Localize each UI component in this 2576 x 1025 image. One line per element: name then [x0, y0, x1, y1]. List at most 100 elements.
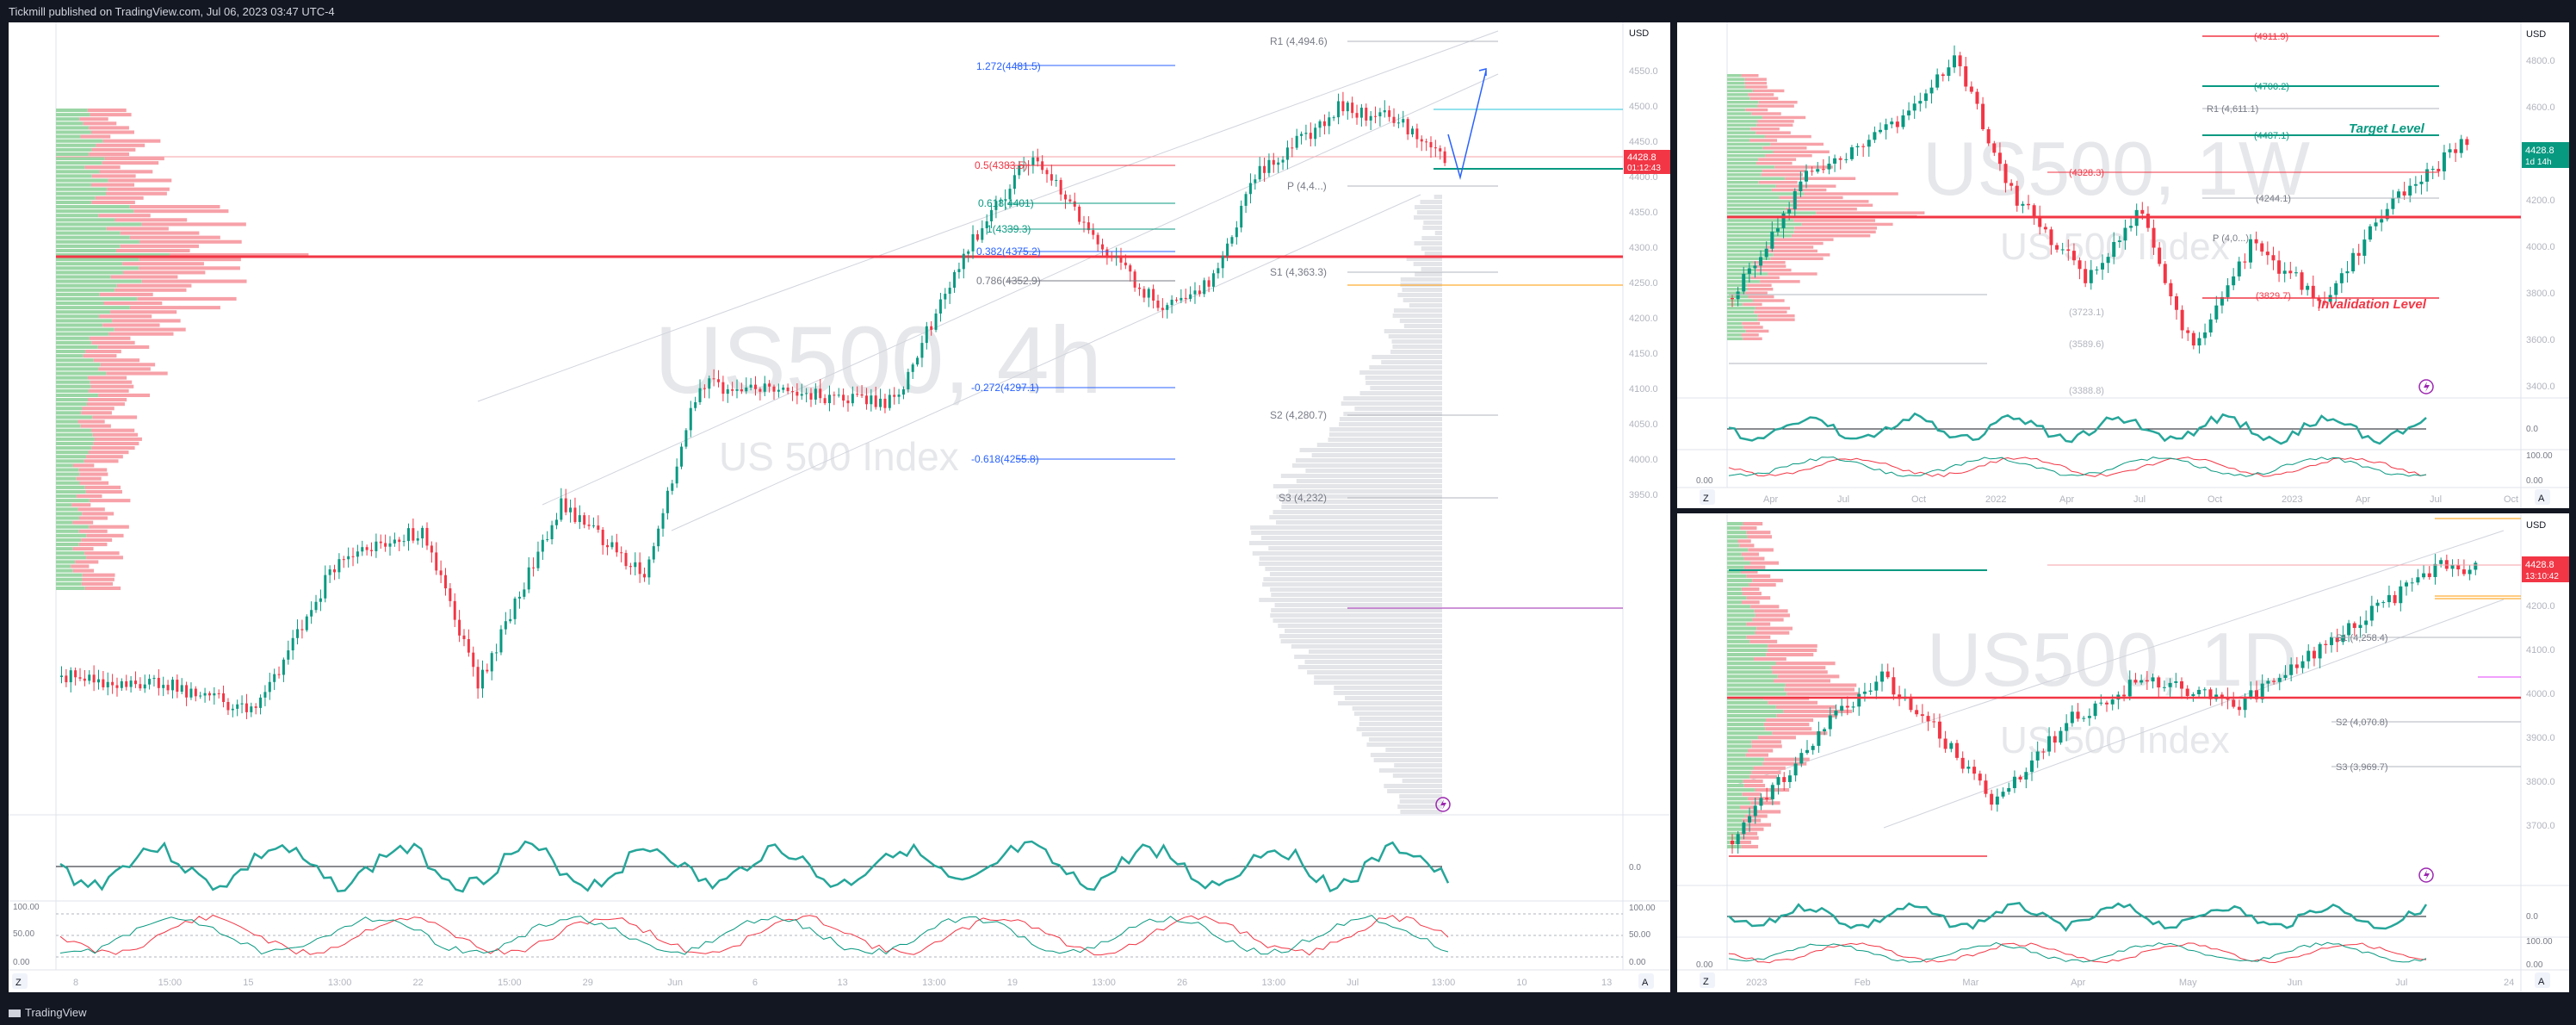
vp-bar-buy [1727, 253, 1774, 257]
vp-bar-sell [71, 503, 91, 507]
daily-pivot-s1: S1 (4,258.4) [2336, 633, 2388, 643]
vp-bar-sell [1743, 302, 1762, 307]
vp-bar-gray [1288, 489, 1442, 494]
candle-body [2099, 702, 2103, 704]
candle-body [2318, 643, 2322, 659]
daily-chart-panel[interactable]: US500, 1D US 500 Index S1 (4,258.4) S2 (… [1677, 513, 2569, 992]
vp-bar-gray [1307, 670, 1442, 674]
vp-bar-sell [1741, 587, 1760, 592]
weekly-zoom-button[interactable]: Z [1700, 489, 1715, 505]
vp-bar-buy [56, 455, 87, 459]
fib-label-0786: 0.786(4352.9) [976, 275, 1041, 287]
vp-bar-buy [1727, 177, 1786, 180]
candle-body [796, 391, 799, 396]
price-tick: 4800.0 [2526, 56, 2555, 66]
candle-body [2101, 263, 2104, 270]
vp-bar-gray [1393, 308, 1442, 313]
vp-bar-gray [1394, 763, 1442, 767]
candle-body [1346, 102, 1349, 112]
weekly-osc1-axis: 0.0 [2526, 425, 2538, 434]
weekly-auto-button[interactable]: A [2535, 489, 2550, 505]
vp-bar-buy [56, 288, 115, 292]
vp-bar-buy [56, 121, 84, 126]
candle-body [472, 652, 475, 668]
time-tick: Jul [1347, 978, 1359, 988]
vp-bar-gray [1387, 789, 1442, 793]
candle-body [2093, 703, 2097, 717]
candle-body [2294, 664, 2299, 668]
vp-bar-gray [1415, 205, 1442, 209]
candle-body [1799, 753, 1804, 764]
time-tick: 13:00 [1262, 978, 1286, 988]
main-time-axis[interactable]: 8 15:00 15 13:00 22 15:00 29 Jun 6 13 13:00 19 13:00… [73, 978, 1612, 988]
daily-time-axis[interactable]: 2023 Feb Mar Apr May Jun Jul 24 [1746, 978, 2514, 988]
candle-body [1439, 148, 1442, 152]
main-price-axis[interactable]: 4550.0 4500.0 4450.0 4400.0 4350.0 4300.0 4250… [1629, 66, 1658, 500]
vp-bar-sell [1746, 823, 1772, 827]
vp-bar-buy [1727, 561, 1751, 565]
candle-body [2175, 296, 2178, 310]
vp-bar-sell [82, 512, 115, 516]
main-chart-panel[interactable]: US500, 4h US 500 Index 1.272(4481.5) 0.3… [9, 22, 1670, 992]
weekly-chart-panel[interactable]: US500, 1W US 500 Index (4911.9) (4700.2)… [1677, 22, 2569, 508]
vp-bar-buy [1727, 134, 1765, 139]
main-chart-svg[interactable]: US500, 4h US 500 Index 1.272(4481.5) 0.3… [9, 22, 1670, 992]
vp-bar-sell [1804, 192, 1898, 196]
candle-body [1975, 91, 1979, 104]
candle-body [1920, 714, 1924, 717]
vp-bar-sell [96, 143, 146, 147]
candle-body [1787, 208, 1792, 214]
time-tick: Jul [2430, 494, 2442, 505]
candle-body [1955, 742, 1959, 758]
vp-bar-gray [1291, 463, 1442, 468]
candle-body [735, 389, 739, 391]
candle-body [1322, 121, 1326, 127]
tradingview-logo[interactable]: TradingView [9, 1006, 87, 1019]
candle-body [1781, 213, 1786, 228]
vp-bar-buy [56, 244, 121, 248]
vp-bar-gray [1279, 634, 1442, 638]
vp-bar-sell [87, 109, 127, 113]
weekly-lightning-icon[interactable] [2418, 379, 2434, 394]
vp-bar-buy [1727, 727, 1766, 731]
candle-body [462, 635, 466, 640]
candle-body [337, 559, 341, 573]
candle-body [1909, 696, 1913, 711]
vp-bar-sell [86, 402, 125, 407]
auto-scale-button[interactable]: A [1638, 973, 1654, 989]
candle-body [819, 388, 822, 399]
vp-bar-gray [1291, 644, 1442, 649]
vp-bar-sell [104, 157, 164, 161]
candle-body [2442, 152, 2446, 171]
zoom-button[interactable]: Z [12, 973, 28, 989]
vp-bar-sell [1751, 744, 1782, 749]
time-tick: 15:00 [498, 978, 522, 988]
last-price-tag [1624, 150, 1670, 174]
weekly-level-4328: (4328.3) [2069, 168, 2104, 178]
candle-body [2300, 661, 2305, 668]
weekly-time-axis[interactable]: Apr Jul Oct 2022 Apr Jul Oct 2023 Apr Jul Oct [1763, 494, 2518, 505]
vp-bar-buy [1727, 582, 1749, 587]
daily-zoom-button[interactable]: Z [1700, 972, 1715, 988]
vp-bar-buy [1727, 184, 1776, 188]
daily-lightning-icon[interactable] [2418, 867, 2434, 883]
time-tick: 13:00 [922, 978, 946, 988]
daily-chart-svg[interactable]: US500, 1D US 500 Index S1 (4,258.4) S2 (… [1677, 513, 2569, 992]
candle-body [2397, 191, 2400, 198]
candle-body [2105, 702, 2108, 705]
candle-body [768, 383, 771, 387]
candle-body [1834, 711, 1838, 716]
candle-body [638, 562, 641, 575]
lightning-icon[interactable] [1435, 797, 1451, 812]
candle-body [1886, 671, 1890, 678]
daily-price-axis[interactable]: 4300.04200.04100.04000.03900.03800.03700… [2526, 557, 2555, 831]
candle-body [2065, 723, 2069, 731]
vp-bar-gray [1373, 758, 1442, 762]
candle-body [2422, 573, 2426, 578]
vp-bar-sell [98, 393, 151, 397]
vp-bar-buy [56, 384, 91, 388]
weekly-price-axis[interactable]: 4800.04600.04400.04200.04000.03800.03600… [2526, 56, 2555, 392]
daily-auto-button[interactable]: A [2535, 972, 2550, 988]
candle-body [2306, 285, 2310, 290]
weekly-chart-svg[interactable]: US500, 1W US 500 Index (4911.9) (4700.2)… [1677, 22, 2569, 508]
